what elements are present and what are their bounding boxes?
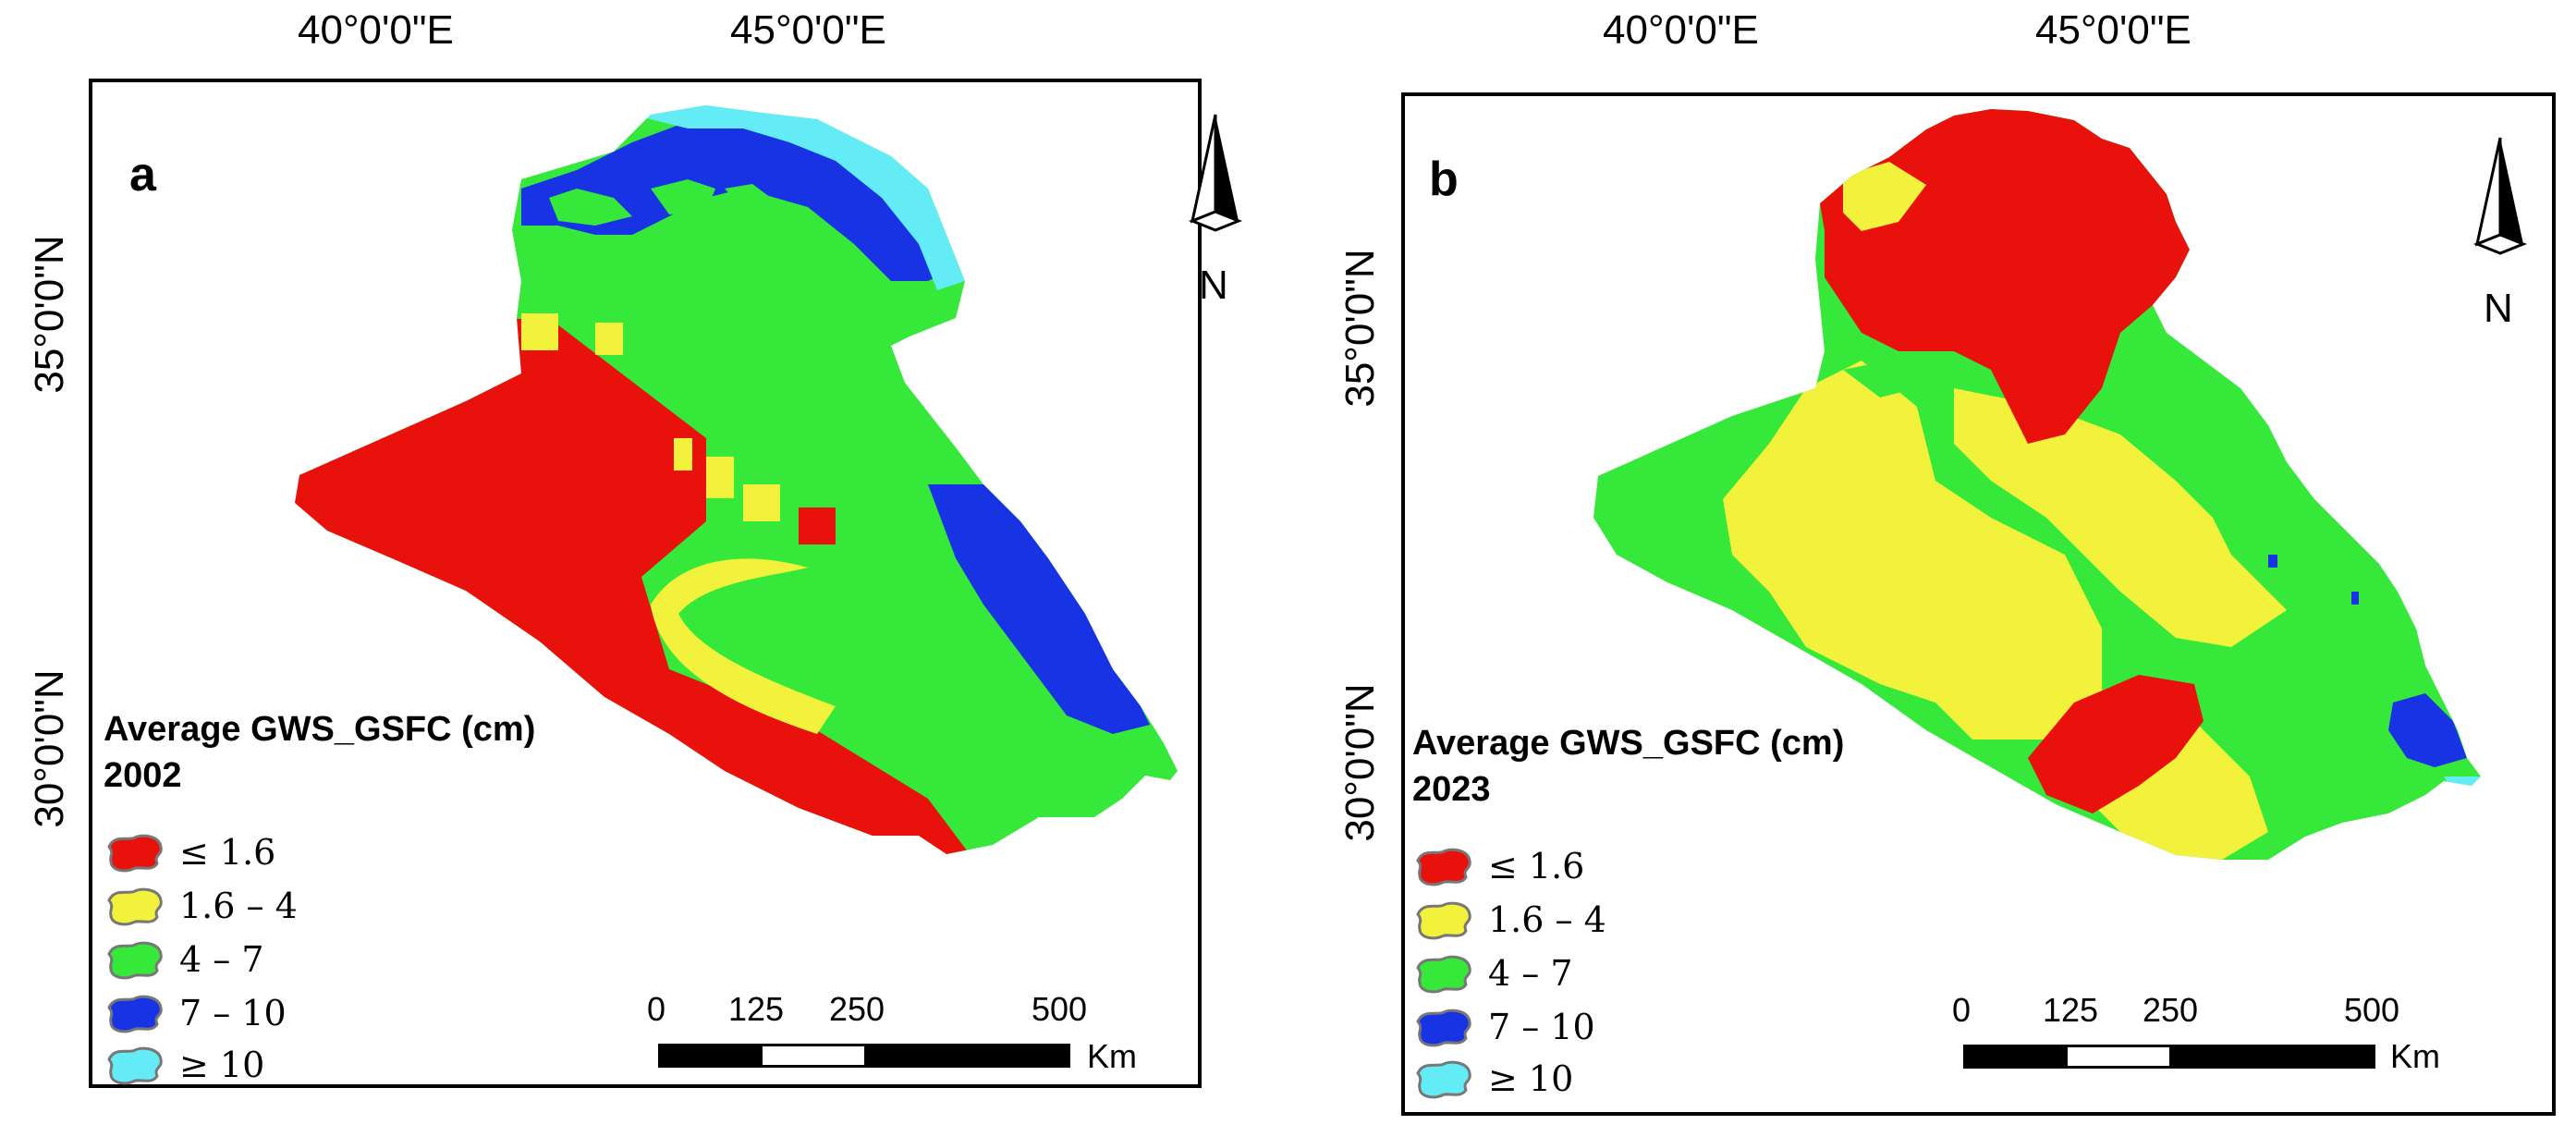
scale-tick-500: 500 (1032, 990, 1088, 1028)
legend-label-class-3: 4 – 7 (1488, 953, 1573, 994)
legend-label-class-1: ≤ 1.6 (1488, 846, 1585, 886)
map-frame: a N Average GWS_GSFC (cm) 2002 ≤ 1.6 1.6… (89, 79, 1243, 1088)
latitude-label-30n: 30°0'0"N (27, 669, 72, 828)
legend-label-class-4: 7 – 10 (1488, 1007, 1595, 1047)
north-arrow-icon (1188, 114, 1243, 232)
scale-tick-125: 125 (2043, 991, 2099, 1029)
legend-label-class-2: 1.6 – 4 (1488, 899, 1606, 940)
scale-unit: Km (1087, 1037, 1137, 1075)
legend-year: 2023 (1412, 770, 1491, 809)
panel-label: a (129, 148, 156, 202)
legend-item-2: 1.6 – 4 (105, 885, 298, 927)
legend-swatch-class-4 (1416, 1009, 1471, 1047)
north-label: N (1199, 263, 1228, 308)
legend-item-2: 1.6 – 4 (1414, 899, 1606, 941)
panel-label: b (1429, 153, 1459, 206)
legend-item-4: 7 – 10 (105, 992, 287, 1034)
legend-swatch-class-2 (107, 887, 163, 926)
legend-item-3: 4 – 7 (105, 938, 264, 981)
scale-tick-125: 125 (728, 990, 785, 1028)
longitude-label-40e: 40°0'0"E (1603, 7, 1759, 53)
legend-item-1: ≤ 1.6 (105, 831, 275, 874)
scale-bar (658, 1044, 1070, 1068)
legend-item-1: ≤ 1.6 (1414, 845, 1584, 887)
scale-bar (1963, 1045, 2375, 1069)
latitude-label-35n: 35°0'0"N (1337, 249, 1383, 408)
legend-swatch-class-3 (107, 941, 163, 980)
legend-label-class-2: 1.6 – 4 (179, 886, 298, 926)
legend-item-5: ≥ 10 (1414, 1058, 1573, 1100)
scale-tick-500: 500 (2344, 991, 2400, 1029)
legend-swatch-class-5 (107, 1046, 163, 1085)
latitude-label-35n: 35°0'0"N (27, 235, 72, 394)
legend-label-class-4: 7 – 10 (179, 993, 287, 1033)
legend-label-class-5: ≥ 10 (1488, 1058, 1574, 1099)
scale-tick-250: 250 (2143, 991, 2199, 1029)
north-label: N (2484, 286, 2513, 331)
north-arrow-icon (2472, 137, 2528, 255)
groundwater-map-2002 (295, 105, 1178, 854)
longitude-label-40e: 40°0'0"E (298, 7, 454, 53)
legend-swatch-class-4 (107, 995, 163, 1033)
map-frame: b N Average GWS_GSFC (cm) 2023 ≤ 1.6 1.6… (1401, 92, 2556, 1116)
legend-label-class-5: ≥ 10 (179, 1045, 265, 1085)
scale-tick-250: 250 (829, 990, 885, 1028)
legend-label-class-1: ≤ 1.6 (179, 832, 276, 873)
latitude-label-30n: 30°0'0"N (1337, 683, 1383, 842)
legend-label-class-3: 4 – 7 (179, 939, 264, 980)
scale-unit: Km (2390, 1037, 2440, 1075)
legend-swatch-class-2 (1416, 901, 1471, 940)
legend-title: Average GWS_GSFC (cm) (104, 710, 536, 749)
legend-item-4: 7 – 10 (1414, 1006, 1595, 1048)
longitude-label-45e: 45°0'0"E (2035, 7, 2191, 53)
legend-swatch-class-1 (1416, 848, 1471, 886)
legend-item-3: 4 – 7 (1414, 952, 1573, 995)
groundwater-map-2023 (1593, 109, 2481, 860)
scale-tick-0: 0 (1952, 991, 1972, 1029)
longitude-label-45e: 45°0'0"E (730, 7, 886, 53)
legend-year: 2002 (104, 756, 182, 795)
map-panel-b: 40°0'0"E 45°0'0"E 35°0'0"N 30°0'0"N (1288, 0, 2576, 1137)
legend-title: Average GWS_GSFC (cm) (1412, 724, 1845, 763)
legend-item-5: ≥ 10 (105, 1044, 264, 1086)
legend-swatch-class-3 (1416, 955, 1471, 994)
legend-swatch-class-1 (107, 834, 163, 873)
legend-swatch-class-5 (1416, 1060, 1471, 1099)
scale-tick-0: 0 (647, 990, 666, 1028)
map-panel-a: 40°0'0"E 45°0'0"E 35°0'0"N 30°0'0"N (27, 7, 1243, 1088)
